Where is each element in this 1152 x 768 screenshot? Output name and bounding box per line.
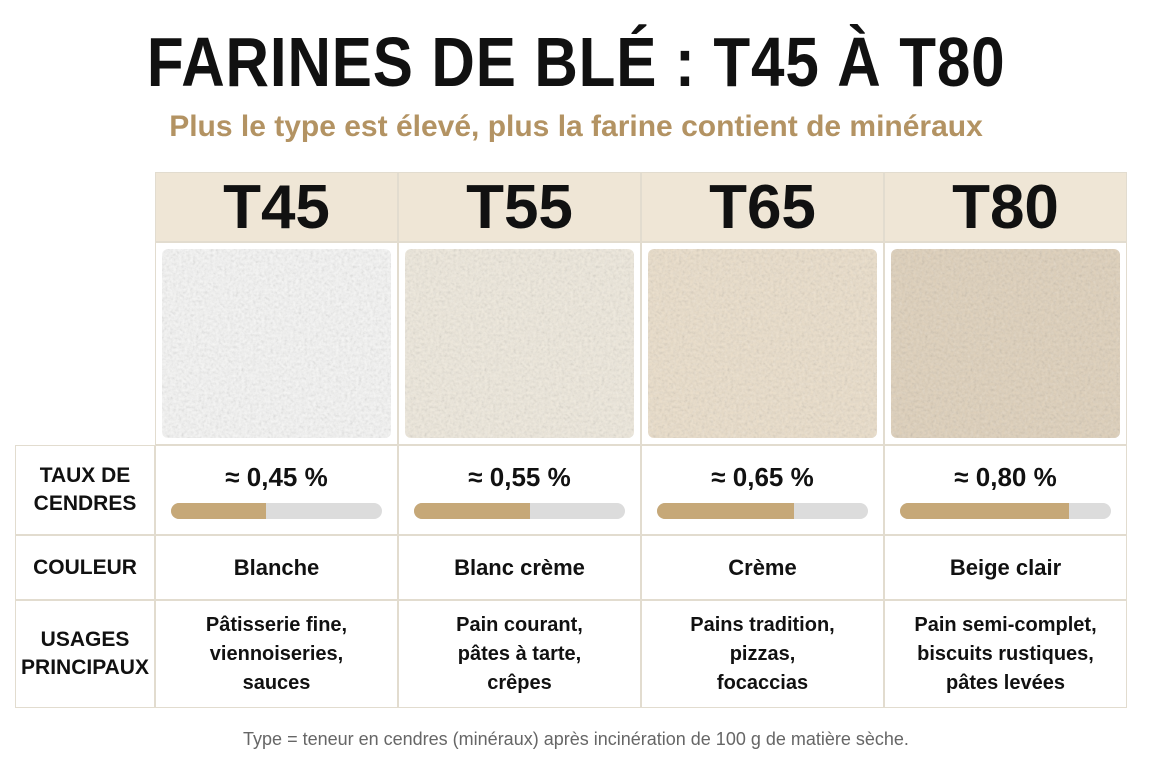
color-value: Blanc crème	[454, 554, 585, 580]
column-name: T55	[466, 172, 573, 242]
color-cell: Blanc crème	[398, 535, 641, 600]
row-label: COULEUR	[15, 535, 155, 600]
ash-cell: ≈ 0,65 %	[641, 445, 884, 535]
uses-cell: Pain courant, pâtes à tarte, crêpes	[398, 600, 641, 708]
column-name: T80	[952, 172, 1059, 242]
row-label-line: CENDRES	[33, 492, 137, 515]
row-label-line: COULEUR	[33, 555, 137, 579]
ash-cell: ≈ 0,80 %	[884, 445, 1127, 535]
flour-texture	[405, 249, 634, 438]
column-name: T45	[223, 172, 330, 242]
use-line: viennoiseries,	[209, 642, 344, 665]
subtitle: Plus le type est élevé, plus la farine c…	[169, 110, 983, 143]
color-cell: Blanche	[155, 535, 398, 600]
color-cell: Crème	[641, 535, 884, 600]
use-line: pizzas,	[729, 642, 796, 665]
grain-rect	[162, 249, 391, 438]
color-cell: Beige clair	[884, 535, 1127, 600]
row-label: TAUX DE CENDRES	[15, 445, 155, 535]
title-text: FARINES DE BLÉ : T45 À T80	[146, 23, 1006, 101]
title: FARINES DE BLÉ : T45 À T80	[0, 22, 1152, 102]
uses-cell: Pains tradition, pizzas, focaccias	[641, 600, 884, 708]
ash-value: ≈ 0,45 %	[225, 462, 328, 492]
use-line: sauces	[242, 671, 311, 694]
comparison-table: TAUX DE CENDRES COULEUR USAGES PRINCIPAUX T45…	[15, 172, 1127, 708]
row-label-line: PRINCIPAUX	[21, 656, 149, 679]
grain-rect	[648, 249, 877, 438]
ash-bar	[657, 503, 795, 519]
flour-image-cell	[398, 242, 641, 445]
flour-texture	[891, 249, 1120, 438]
row-label: USAGES PRINCIPAUX	[15, 600, 155, 708]
use-line: biscuits rustiques,	[917, 642, 1094, 665]
footnote: Type = teneur en cendres (minéraux) aprè…	[243, 729, 909, 749]
ash-bar	[900, 503, 1069, 519]
grain-rect	[891, 249, 1120, 438]
column-name: T65	[709, 172, 816, 242]
ash-value: ≈ 0,65 %	[711, 462, 814, 492]
ash-bar	[171, 503, 266, 519]
flour-image-cell	[641, 242, 884, 445]
use-line: pâtes à tarte,	[457, 642, 582, 665]
ash-value: ≈ 0,80 %	[954, 462, 1057, 492]
use-line: focaccias	[716, 671, 809, 694]
column-header: T55	[398, 172, 641, 242]
use-line: Pâtisserie fine,	[205, 613, 348, 636]
ash-value: ≈ 0,55 %	[468, 462, 571, 492]
row-label-line: USAGES	[40, 628, 130, 651]
flour-image-cell	[155, 242, 398, 445]
color-value: Beige clair	[949, 554, 1062, 580]
grain	[648, 249, 877, 438]
ash-bar-track	[414, 503, 625, 519]
flour-image-cell	[884, 242, 1127, 445]
use-line: pâtes levées	[946, 671, 1065, 694]
grain	[162, 249, 391, 438]
ash-cell: ≈ 0,55 %	[398, 445, 641, 535]
ash-bar-track	[171, 503, 382, 519]
ash-bar	[414, 503, 531, 519]
grain	[891, 249, 1120, 438]
ash-cell: ≈ 0,45 %	[155, 445, 398, 535]
use-line: Pains tradition,	[690, 613, 835, 636]
column-header: T80	[884, 172, 1127, 242]
ash-bar-track	[900, 503, 1111, 519]
color-value: Blanche	[233, 554, 320, 580]
uses-cell: Pâtisserie fine, viennoiseries, sauces	[155, 600, 398, 708]
column-header: T65	[641, 172, 884, 242]
grain	[405, 249, 634, 438]
ash-bar-track	[657, 503, 868, 519]
column-header: T45	[155, 172, 398, 242]
uses-cell: Pain semi-complet, biscuits rustiques, pât…	[884, 600, 1127, 708]
flour-texture	[648, 249, 877, 438]
color-value: Crème	[728, 554, 797, 580]
use-line: Pain courant,	[456, 613, 583, 636]
use-line: Pain semi-complet,	[914, 613, 1097, 636]
use-line: crêpes	[487, 671, 552, 694]
flour-texture	[162, 249, 391, 438]
grain-rect	[405, 249, 634, 438]
row-label-line: TAUX DE	[39, 464, 131, 487]
